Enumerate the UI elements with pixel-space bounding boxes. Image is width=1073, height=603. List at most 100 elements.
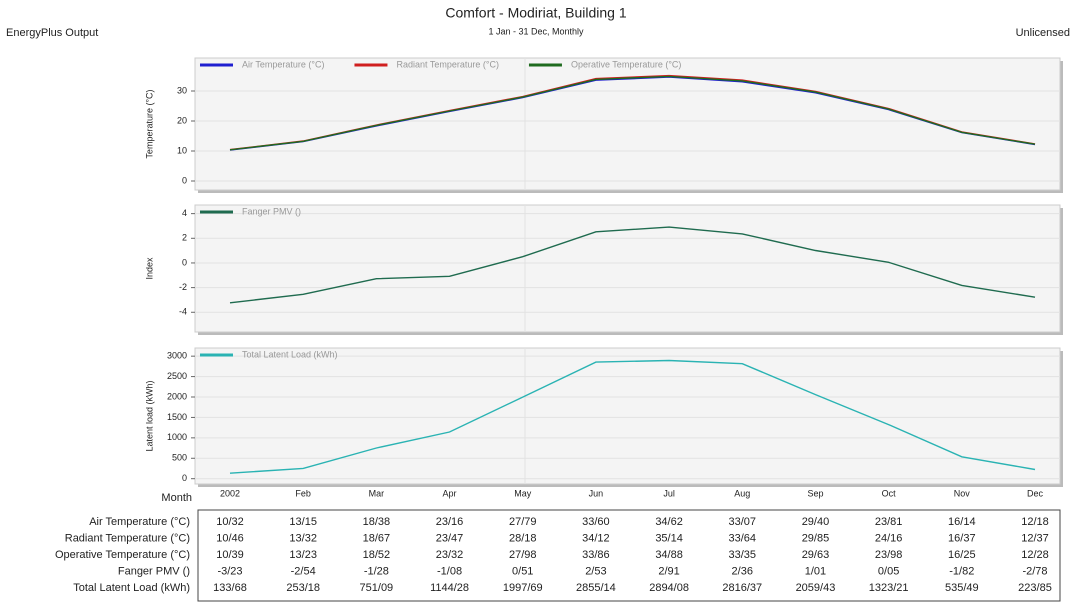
y-tick-label: 10 — [177, 145, 187, 155]
table-cell: 133/68 — [213, 582, 247, 594]
y-tick-label: 0 — [182, 473, 187, 483]
x-tick-label: Jul — [663, 488, 675, 498]
y-tick-label: 500 — [172, 453, 187, 463]
table-cell: 1323/21 — [869, 582, 909, 594]
panel — [195, 348, 1060, 484]
table-cell: 23/98 — [875, 549, 903, 561]
table-cell: -2/78 — [1022, 565, 1047, 577]
month-label: Month — [161, 492, 192, 504]
table-cell: 535/49 — [945, 582, 979, 594]
y-tick-label: -4 — [179, 307, 187, 317]
license: Unlicensed — [1016, 27, 1070, 39]
table-cell: 23/47 — [436, 532, 464, 544]
table-cell: 751/09 — [360, 582, 394, 594]
chart-subtitle: 1 Jan - 31 Dec, Monthly — [488, 26, 584, 36]
y-tick-label: -2 — [179, 282, 187, 292]
y-tick-label: 2500 — [167, 371, 187, 381]
table-cell: 33/64 — [729, 532, 757, 544]
table-cell: 12/28 — [1021, 549, 1049, 561]
table-cell: -1/28 — [364, 565, 389, 577]
table-cell: 34/88 — [655, 549, 683, 561]
y-tick-label: 3000 — [167, 351, 187, 361]
chart: EnergyPlus Output Comfort - Modiriat, Bu… — [0, 0, 1073, 603]
y-tick-label: 4 — [182, 208, 187, 218]
legend-label: Air Temperature (°C) — [242, 59, 324, 69]
x-tick-label: Mar — [369, 488, 385, 498]
panel — [195, 205, 1060, 332]
row-label: Operative Temperature (°C) — [55, 549, 190, 561]
x-tick-label: Apr — [443, 488, 457, 498]
table-cell: 33/35 — [729, 549, 757, 561]
table-cell: 29/85 — [802, 532, 830, 544]
page: EnergyPlus Output Comfort - Modiriat, Bu… — [0, 0, 1073, 603]
table-cell: 13/32 — [289, 532, 317, 544]
legend-label: Operative Temperature (°C) — [571, 59, 681, 69]
table-cell: 2/36 — [732, 565, 753, 577]
table-cell: 13/15 — [289, 516, 317, 528]
table-cell: 223/85 — [1018, 582, 1052, 594]
table-cell: 2816/37 — [722, 582, 762, 594]
table-cell: 2/91 — [658, 565, 679, 577]
table-cell: 35/14 — [655, 532, 683, 544]
table-cell: -3/23 — [217, 565, 242, 577]
table-cell: 13/23 — [289, 549, 317, 561]
table-cell: 10/39 — [216, 549, 244, 561]
x-tick-label: Feb — [295, 488, 311, 498]
table-cell: 1997/69 — [503, 582, 543, 594]
table-cell: -1/08 — [437, 565, 462, 577]
table-cell: 33/86 — [582, 549, 610, 561]
table-cell: -1/82 — [949, 565, 974, 577]
table-cell: 16/25 — [948, 549, 976, 561]
y-tick-label: 1000 — [167, 432, 187, 442]
x-tick-label: Sep — [807, 488, 823, 498]
table-cell: 0/05 — [878, 565, 899, 577]
x-tick-label: Nov — [954, 488, 971, 498]
table-cell: 2894/08 — [649, 582, 689, 594]
y-tick-label: 0 — [182, 175, 187, 185]
row-label: Radiant Temperature (°C) — [65, 532, 190, 544]
table-cell: 10/32 — [216, 516, 244, 528]
table-cell: 27/98 — [509, 549, 537, 561]
table-cell: 253/18 — [286, 582, 320, 594]
table-cell: 16/14 — [948, 516, 976, 528]
table-cell: 16/37 — [948, 532, 976, 544]
table-cell: 18/38 — [363, 516, 391, 528]
table-cell: 12/18 — [1021, 516, 1049, 528]
x-tick-label: Jun — [589, 488, 604, 498]
table-cell: 23/16 — [436, 516, 464, 528]
table-cell: 24/16 — [875, 532, 903, 544]
y-tick-label: 2 — [182, 233, 187, 243]
legend-label: Total Latent Load (kWh) — [242, 349, 338, 359]
y-axis-label: Latent load (kWh) — [144, 380, 154, 451]
table-cell: 2/53 — [585, 565, 606, 577]
table-cell: -2/54 — [291, 565, 316, 577]
row-label: Air Temperature (°C) — [89, 516, 190, 528]
table-cell: 12/37 — [1021, 532, 1049, 544]
table-cell: 10/46 — [216, 532, 244, 544]
table-cell: 18/52 — [363, 549, 391, 561]
app-name: EnergyPlus Output — [6, 27, 98, 39]
chart-title: Comfort - Modiriat, Building 1 — [445, 5, 627, 21]
x-tick-label: Dec — [1027, 488, 1044, 498]
row-label: Total Latent Load (kWh) — [73, 582, 190, 594]
x-tick-label: Aug — [734, 488, 750, 498]
y-tick-label: 2000 — [167, 391, 187, 401]
table-cell: 27/79 — [509, 516, 537, 528]
table-cell: 29/63 — [802, 549, 830, 561]
table-cell: 34/12 — [582, 532, 610, 544]
y-tick-label: 30 — [177, 85, 187, 95]
table-cell: 0/51 — [512, 565, 533, 577]
table-cell: 23/81 — [875, 516, 903, 528]
x-tick-label: 2002 — [220, 488, 240, 498]
table-cell: 34/62 — [655, 516, 683, 528]
y-tick-label: 1500 — [167, 412, 187, 422]
y-tick-label: 20 — [177, 115, 187, 125]
table-cell: 1144/28 — [430, 582, 469, 594]
table-cell: 33/07 — [729, 516, 757, 528]
legend-label: Radiant Temperature (°C) — [396, 59, 498, 69]
y-axis-label: Index — [144, 257, 154, 280]
table-cell: 28/18 — [509, 532, 537, 544]
table-cell: 29/40 — [802, 516, 830, 528]
table-cell: 1/01 — [805, 565, 826, 577]
table-cell: 23/32 — [436, 549, 464, 561]
